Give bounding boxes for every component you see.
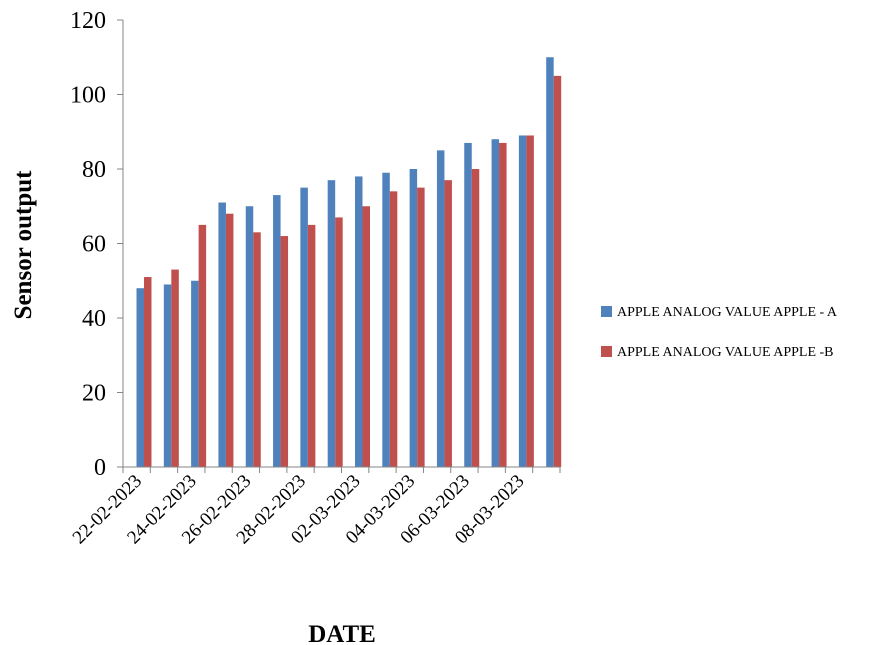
bar-apple-a [382,172,390,467]
y-tick-label: 80 [82,157,106,183]
y-tick-label: 120 [70,8,106,34]
x-axis-title: DATE [308,621,376,645]
y-axis-title: Sensor output [10,170,37,320]
bar-apple-a [245,206,254,467]
legend-label: APPLE ANALOG VALUE APPLE - A [617,305,838,320]
legend: APPLE ANALOG VALUE APPLE - A APPLE ANALOG… [601,305,838,360]
y-tick-label: 100 [70,83,106,109]
bar-apple-b [171,269,179,467]
bar-apple-b [280,236,289,467]
legend-label: APPLE ANALOG VALUE APPLE -B [617,345,834,360]
legend-swatch [601,306,612,317]
bar-apple-b [198,224,207,467]
bar-apple-a [518,135,527,467]
bar-apple-a [218,202,226,467]
bar-apple-b [335,217,343,467]
y-axis: 0 20 40 60 80 100 120 [70,8,124,481]
bars [136,57,562,468]
bar-apple-b [553,75,562,467]
bar-apple-a [436,150,445,467]
bar-apple-a [409,169,418,467]
y-tick-label: 40 [82,306,106,332]
bar-apple-a [191,280,199,467]
y-tick-label: 0 [94,455,106,481]
bar-apple-a [491,139,500,467]
bar-apple-b [144,277,152,467]
bar-apple-a [355,176,363,467]
y-tick-label: 20 [82,381,106,407]
bar-apple-b [253,232,261,467]
bar-apple-a [136,288,144,467]
bar-apple-b [526,135,534,467]
legend-swatch [601,346,612,357]
bar-apple-b [389,191,398,467]
bar-apple-a [327,180,336,468]
bar-apple-b [417,187,425,467]
bar-apple-a [273,195,281,467]
bar-apple-b [499,142,507,468]
bar-apple-b [307,224,316,467]
bar-apple-a [300,187,308,467]
bar-apple-a [546,57,554,467]
x-axis: 22-02-202324-02-202326-02-202328-02-2023… [69,466,561,548]
bar-apple-b [362,206,370,467]
bar-apple-a [464,142,472,468]
bar-apple-b [444,180,452,468]
bar-apple-a [163,284,172,467]
bar-apple-b [471,169,480,467]
bar-apple-b [225,213,234,467]
y-tick-label: 60 [82,232,106,258]
